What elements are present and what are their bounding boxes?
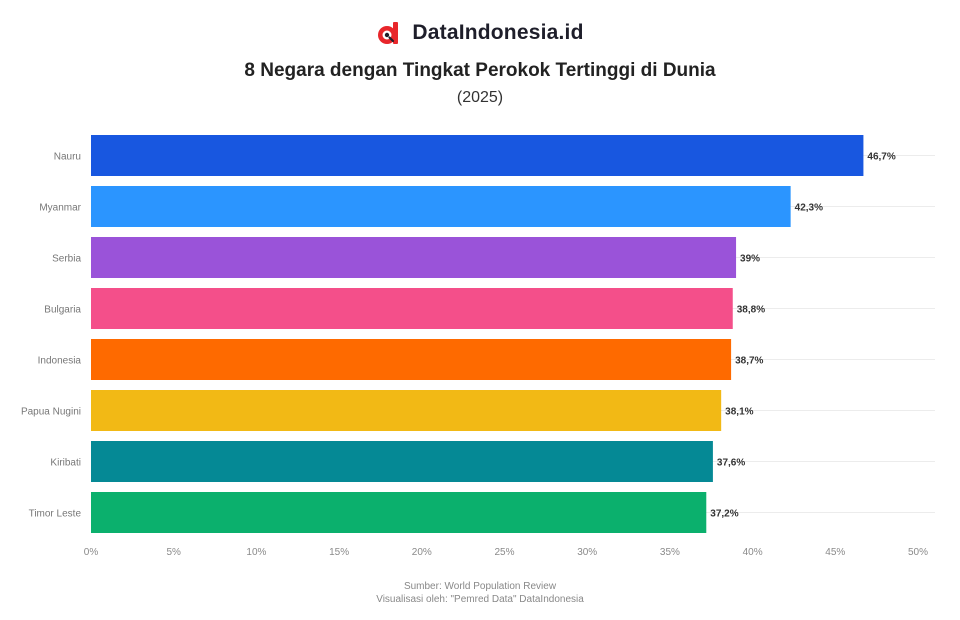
category-label: Timor Leste (29, 509, 82, 520)
value-label: 38,7% (735, 356, 763, 367)
bar (91, 135, 864, 176)
source-note: Sumber: World Population Review (403, 581, 557, 592)
category-label: Serbia (52, 254, 81, 265)
x-tick-label: 20% (412, 547, 432, 558)
category-label: Papua Nugini (21, 407, 81, 418)
value-label: 38,1% (725, 407, 753, 418)
x-tick-label: 35% (660, 547, 680, 558)
value-label: 37,2% (710, 509, 738, 520)
brand-name: DataIndonesia.id (412, 21, 584, 44)
bar (91, 186, 791, 227)
bar (91, 339, 732, 380)
x-tick-label: 45% (825, 547, 845, 558)
bar (91, 390, 722, 431)
value-label: 42,3% (795, 203, 823, 214)
x-tick-label: 5% (166, 547, 181, 558)
category-label: Kiribati (50, 458, 81, 469)
category-label: Myanmar (39, 203, 81, 214)
category-label: Indonesia (38, 356, 82, 367)
credit-note: Visualisasi oleh: "Pemred Data" DataIndo… (376, 594, 584, 605)
x-tick-label: 15% (329, 547, 349, 558)
value-label: 39% (740, 254, 760, 265)
category-label: Bulgaria (44, 305, 81, 316)
x-tick-label: 25% (494, 547, 514, 558)
chart-footer: Sumber: World Population Review Visualis… (0, 580, 960, 606)
brand-header: DataIndonesia.id (0, 20, 960, 46)
value-label: 46,7% (867, 152, 895, 163)
bar (91, 492, 707, 533)
chart-subtitle: (2025) (456, 89, 504, 106)
brand-logo-icon (378, 22, 399, 44)
value-label: 37,6% (717, 458, 745, 469)
bar (91, 288, 733, 329)
x-tick-label: 40% (743, 547, 763, 558)
category-label: Nauru (54, 152, 81, 163)
x-tick-label: 50% (908, 547, 928, 558)
x-tick-label: 30% (577, 547, 597, 558)
chart-title: 8 Negara dengan Tingkat Perokok Tertingg… (244, 60, 716, 81)
x-tick-label: 10% (246, 547, 266, 558)
x-tick-label: 0% (84, 547, 99, 558)
value-label: 38,8% (737, 305, 765, 316)
bar (91, 237, 737, 278)
bar (91, 441, 713, 482)
